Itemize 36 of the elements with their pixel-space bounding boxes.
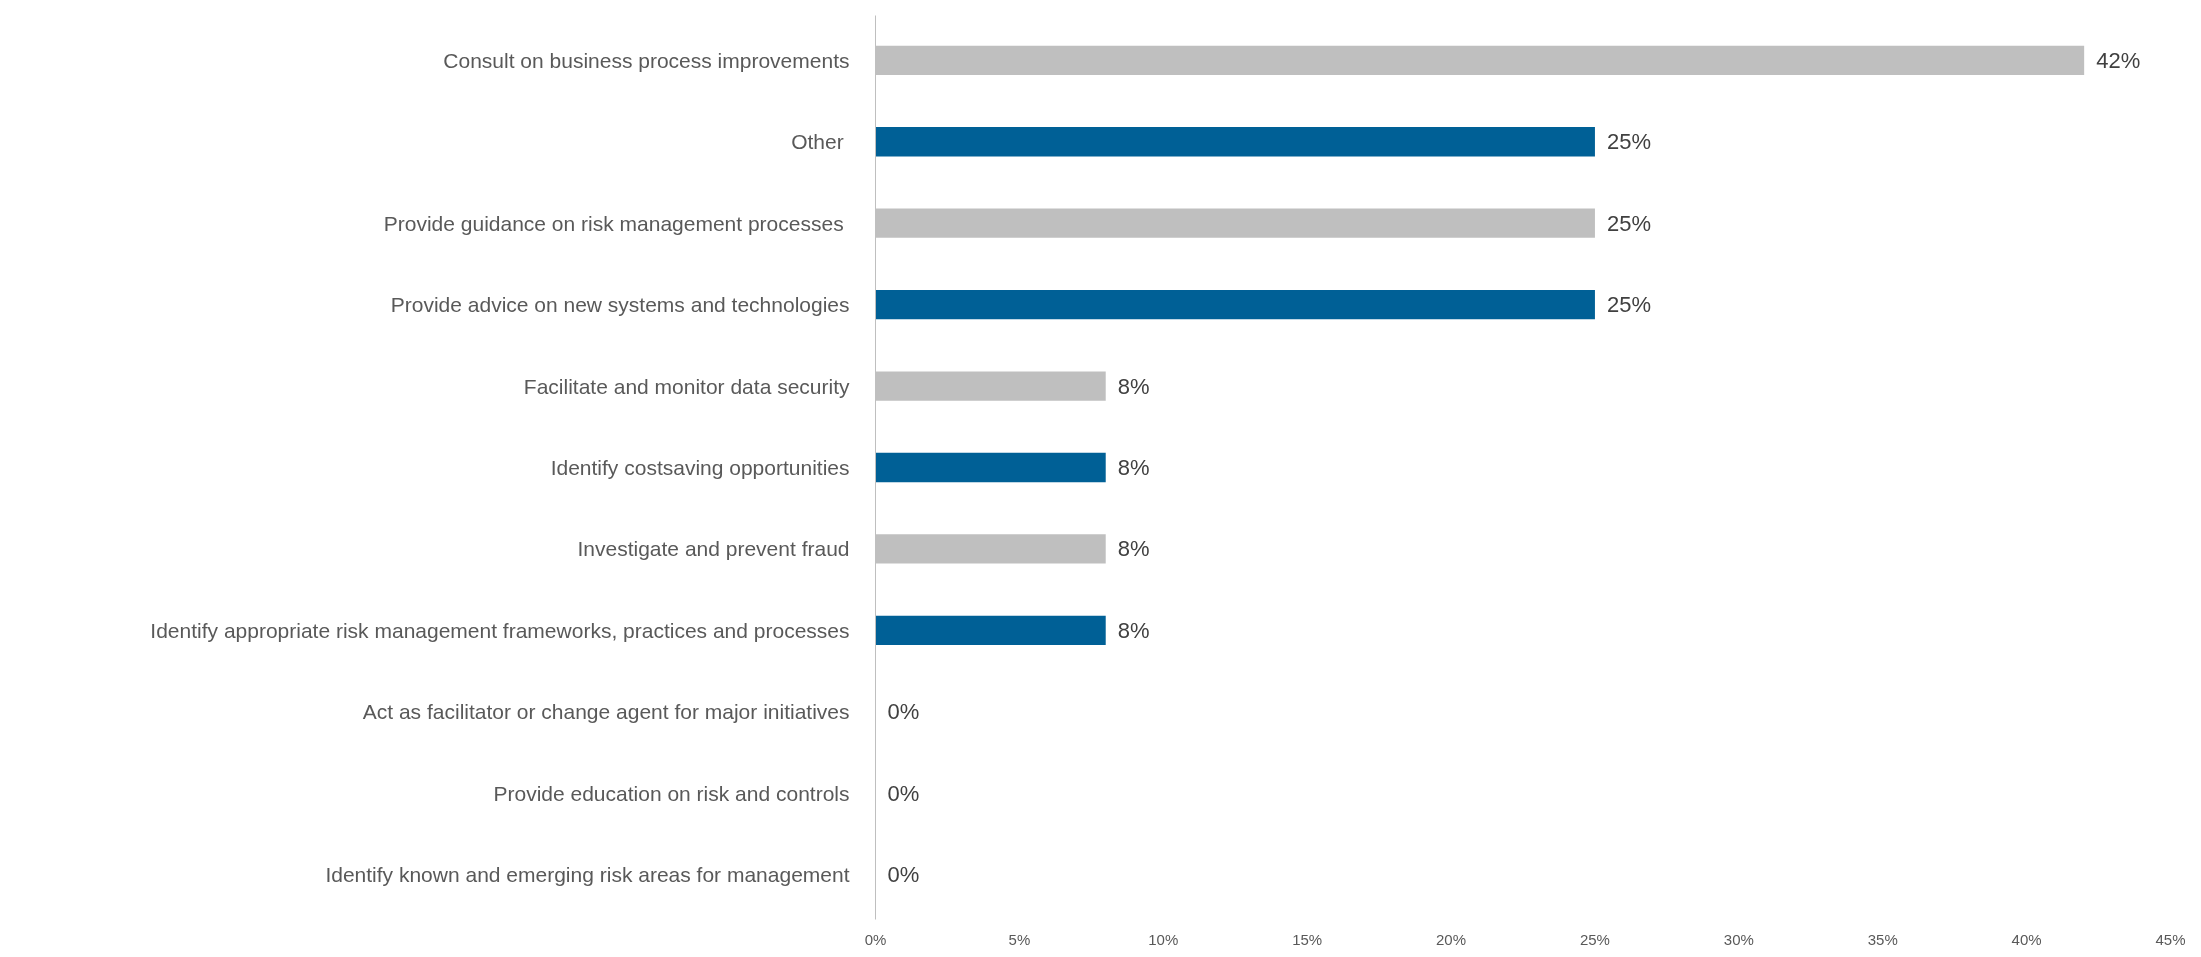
bar [875, 615, 1106, 646]
x-tick-label: 10% [1148, 930, 1179, 948]
x-tick-label: 35% [1867, 930, 1898, 948]
y-tick-label: Identify known and emerging risk areas for management [325, 863, 850, 887]
x-tick-label: 45% [2155, 930, 2186, 948]
data-label: 8% [1117, 373, 1150, 399]
x-tick-label: 0% [864, 930, 887, 948]
y-tick-label: Identify costsaving opportunities [550, 456, 850, 479]
data-label: 8% [1117, 617, 1150, 643]
data-label: 8% [1117, 455, 1150, 480]
y-tick-label: Provide advice on new systems and technologies [390, 293, 850, 317]
bar [875, 289, 1595, 320]
data-label: 25% [1606, 129, 1651, 155]
y-tick-label: Investigate and prevent fraud [577, 537, 850, 561]
data-label: 25% [1606, 292, 1651, 318]
x-tick-label: 5% [1008, 930, 1031, 948]
data-label: 0% [887, 780, 920, 806]
x-tick-label: 20% [1436, 930, 1467, 948]
y-tick-label: Consult on business process improvements [443, 48, 850, 72]
y-tick-label: Facilitate and monitor data security [523, 374, 850, 398]
bar [875, 452, 1106, 483]
y-tick-label: Act as facilitator or change agent for major initiatives [362, 700, 850, 724]
data-label: 8% [1117, 536, 1150, 562]
x-tick-label: 40% [2011, 930, 2042, 948]
y-tick-label: Identify appropriate risk management frameworks, practices and processes [150, 618, 850, 642]
x-tick-label: 30% [1723, 930, 1754, 948]
data-label: 25% [1606, 210, 1651, 236]
data-label: 0% [887, 862, 920, 888]
data-label: 42% [2096, 47, 2141, 73]
x-tick-label: 25% [1579, 930, 1610, 948]
y-tick-label: Provide education on risk and controls [493, 781, 850, 805]
data-label: 0% [887, 699, 920, 725]
x-tick-label: 15% [1292, 930, 1323, 948]
y-tick-label: Provide guidance on risk management processes [383, 211, 844, 235]
bar [875, 127, 1595, 157]
y-tick-label: Other [791, 130, 844, 154]
